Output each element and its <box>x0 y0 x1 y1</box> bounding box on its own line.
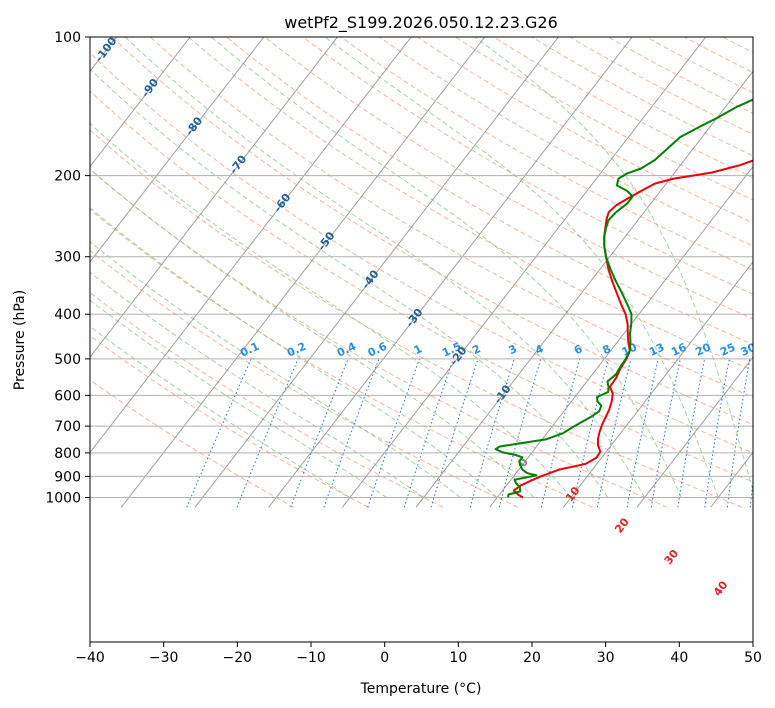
y-tick-label: 200 <box>54 169 81 185</box>
moist-adiabat <box>90 207 498 498</box>
temperature-profile <box>512 159 753 499</box>
moist-adiabat <box>90 122 572 498</box>
moist-adiabat <box>211 37 682 498</box>
pressure-gridlines <box>90 37 753 498</box>
dry-adiabat <box>90 208 593 508</box>
dry-adiabat <box>149 37 753 398</box>
dry-adiabat <box>340 37 753 271</box>
isotherm <box>415 70 753 508</box>
isotherm <box>194 37 560 508</box>
moist-adiabat <box>474 37 753 493</box>
x-tick-label: −20 <box>223 650 253 666</box>
isotherm <box>489 165 753 508</box>
moist-adiabat <box>90 168 535 498</box>
dry-adiabat <box>90 249 519 508</box>
dry-adiabat <box>90 379 295 508</box>
isotherm <box>636 356 753 508</box>
mixing-ratio-line <box>367 358 420 508</box>
dry-adiabat <box>90 129 743 508</box>
y-axis: 100 200 300 400 500 600 700 800 900 1000 <box>45 30 90 507</box>
moist-adiabats <box>90 37 753 498</box>
sounding-series <box>494 98 753 499</box>
mixing-ratio-label: 25 <box>718 341 737 359</box>
x-axis-label: Temperature (°C) <box>360 681 482 697</box>
moist-adiabat <box>90 299 387 498</box>
isotherm <box>120 37 486 508</box>
mixing-ratio-label: 30 <box>739 340 759 358</box>
x-tick-label: −40 <box>75 650 105 666</box>
mixing-ratio-line <box>403 358 454 508</box>
mixing-ratio-line <box>677 358 706 508</box>
isotherm <box>90 37 191 168</box>
isotherm <box>90 37 265 263</box>
x-tick-label: 10 <box>449 650 467 666</box>
y-tick-label: 1000 <box>45 491 81 507</box>
mixing-ratio-line <box>290 358 349 508</box>
dry-adiabat <box>90 90 753 483</box>
x-axis: −40 −30 −20 −10 0 10 20 30 40 50 <box>75 642 762 666</box>
dry-adiabat <box>90 335 369 508</box>
isotherm <box>562 261 753 508</box>
mixing-ratio-label: 13 <box>647 341 666 359</box>
y-tick-label: 100 <box>54 30 81 46</box>
x-tick-label: 50 <box>744 650 762 666</box>
dry-adiabat <box>378 37 753 247</box>
moist-adiabat <box>124 37 645 498</box>
y-tick-label: 300 <box>54 250 81 266</box>
mixing-ratio-line <box>323 358 380 508</box>
isotherm <box>268 37 633 508</box>
isotherm <box>341 37 707 508</box>
x-tick-label: 30 <box>597 650 615 666</box>
y-tick-label: 400 <box>54 307 81 323</box>
mixing-ratio-lines <box>186 358 753 508</box>
mixing-ratio-label: 20 <box>693 340 713 358</box>
moist-adiabat <box>90 271 424 498</box>
y-tick-label: 800 <box>54 446 81 462</box>
isotherm <box>90 37 412 454</box>
mixing-ratio-line <box>626 358 659 508</box>
dry-adiabat <box>111 37 753 426</box>
y-tick-label: 600 <box>54 388 81 404</box>
x-tick-label: 20 <box>523 650 541 666</box>
mixing-ratio-line <box>650 358 681 508</box>
y-axis-label: Pressure (hPa) <box>12 290 28 390</box>
x-tick-label: −10 <box>296 650 326 666</box>
x-tick-label: −30 <box>149 650 179 666</box>
isotherms <box>90 37 753 508</box>
x-tick-label: 40 <box>670 650 688 666</box>
y-tick-label: 500 <box>54 352 81 368</box>
mixing-ratio-line <box>704 358 730 508</box>
isotherm <box>90 37 339 358</box>
plot-frame <box>89 36 754 643</box>
y-tick-label: 700 <box>54 419 81 435</box>
x-tick-label: 0 <box>380 650 389 666</box>
mixing-ratio-line <box>726 358 751 508</box>
mixing-ratio-label: 16 <box>669 340 689 358</box>
mixing-ratio-line <box>430 358 479 508</box>
mixing-ratio-line <box>186 358 252 508</box>
dry-adiabat <box>90 292 444 508</box>
chart-title: wetPf2_S199.2026.050.12.23.G26 <box>284 13 558 33</box>
y-tick-label: 900 <box>54 469 81 485</box>
dewpoint-profile <box>494 98 753 498</box>
